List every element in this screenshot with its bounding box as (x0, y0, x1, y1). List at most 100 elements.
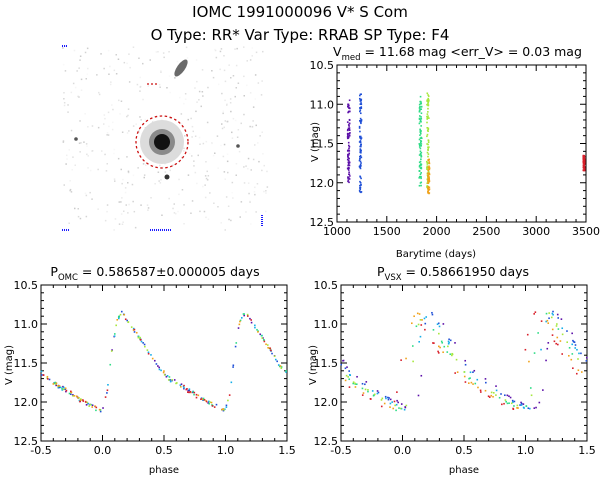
noise-pixel (68, 223, 70, 225)
noise-pixel (66, 158, 68, 160)
noise-pixel (236, 87, 238, 89)
noise-pixel (231, 132, 233, 134)
data-point (180, 386, 182, 388)
data-point (63, 389, 65, 391)
data-point (396, 400, 398, 402)
noise-pixel (78, 216, 80, 218)
noise-pixel (224, 144, 226, 146)
noise-pixel (170, 170, 172, 172)
noise-pixel (246, 85, 248, 87)
data-point (390, 403, 392, 405)
noise-pixel (98, 92, 100, 94)
data-point (510, 397, 512, 399)
data-point (261, 335, 263, 337)
noise-pixel (221, 222, 223, 224)
data-point (188, 392, 190, 394)
noise-pixel (175, 213, 177, 215)
data-point (56, 383, 58, 385)
noise-pixel (114, 149, 116, 151)
data-point (454, 342, 456, 344)
data-point (367, 389, 369, 391)
data-point (381, 399, 383, 401)
data-point (360, 112, 362, 114)
data-point (348, 378, 350, 380)
data-point (345, 367, 347, 369)
noise-pixel (206, 178, 208, 180)
data-point (360, 165, 362, 167)
data-point (251, 322, 253, 324)
noise-pixel (177, 61, 179, 63)
data-point (420, 103, 422, 105)
noise-pixel (108, 74, 110, 76)
noise-pixel (128, 108, 130, 110)
noise-pixel (84, 113, 86, 115)
noise-pixel (75, 87, 77, 89)
noise-pixel (241, 123, 243, 125)
data-point (427, 130, 429, 132)
data-point (355, 386, 357, 388)
data-point (85, 401, 87, 403)
data-point (134, 331, 136, 333)
noise-pixel (106, 211, 108, 213)
data-point (57, 385, 59, 387)
data-point (69, 393, 71, 395)
data-point (349, 123, 351, 125)
data-point (492, 396, 494, 398)
data-point (512, 400, 514, 402)
data-point (421, 152, 423, 154)
noise-pixel (160, 71, 162, 73)
noise-pixel (241, 201, 243, 203)
data-point (465, 381, 467, 383)
noise-pixel (133, 125, 135, 127)
data-point (547, 322, 549, 324)
noise-pixel (245, 211, 247, 213)
data-point (169, 379, 171, 381)
data-point (131, 326, 133, 328)
noise-pixel (74, 50, 76, 52)
noise-pixel (196, 183, 198, 185)
noise-pixel (221, 48, 223, 50)
data-point (150, 354, 152, 356)
sky-image (62, 45, 268, 231)
data-point (370, 398, 372, 400)
data-point (419, 118, 421, 120)
data-point (86, 402, 88, 404)
data-point (424, 329, 426, 331)
data-point (500, 393, 502, 395)
data-point (216, 404, 218, 406)
data-point (545, 360, 547, 362)
data-point (581, 371, 583, 373)
noise-pixel (132, 184, 134, 186)
data-point (381, 406, 383, 408)
data-point (495, 385, 497, 387)
data-point (556, 325, 558, 327)
data-point (578, 353, 580, 355)
data-point (348, 167, 350, 169)
data-point (438, 352, 440, 354)
noise-pixel (218, 84, 220, 86)
data-point (432, 314, 434, 316)
noise-pixel (69, 190, 71, 192)
noise-pixel (264, 165, 266, 167)
data-point (267, 344, 269, 346)
data-point (429, 187, 431, 189)
x-tick-label: 1500 (373, 225, 401, 238)
data-point (374, 394, 376, 396)
data-point (427, 115, 429, 117)
data-point (349, 173, 351, 175)
data-point (360, 176, 362, 178)
noise-pixel (223, 156, 225, 158)
noise-pixel (211, 70, 213, 72)
y-tick-label: 10.5 (314, 279, 339, 292)
data-point (154, 360, 156, 362)
noise-pixel (191, 136, 193, 138)
data-point (420, 125, 422, 127)
noise-pixel (75, 165, 77, 167)
noise-pixel (224, 171, 226, 173)
data-point (367, 391, 369, 393)
noise-pixel (150, 59, 152, 61)
data-point (394, 401, 396, 403)
noise-pixel (230, 98, 232, 100)
noise-pixel (255, 74, 257, 76)
